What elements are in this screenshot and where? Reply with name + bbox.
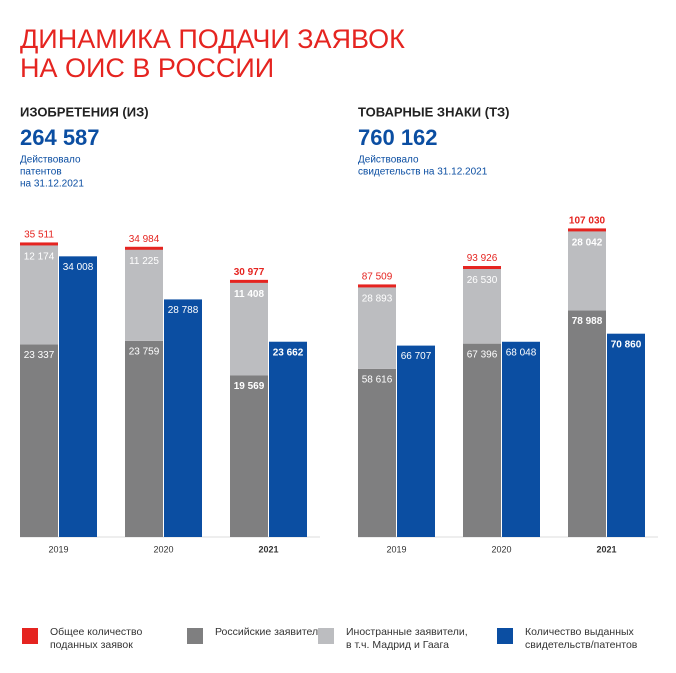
page-title: ДИНАМИКА ПОДАЧИ ЗАЯВОК	[20, 24, 405, 54]
page-title: НА ОИС В РОССИИ	[20, 53, 274, 83]
bar-foreign	[125, 248, 163, 341]
bar-foreign	[568, 229, 606, 311]
bar-issued	[397, 345, 435, 537]
value-label: 68 048	[506, 347, 537, 358]
section-title: ИЗОБРЕТЕНИЯ (ИЗ)	[20, 104, 149, 119]
value-label: 23 337	[24, 350, 55, 361]
bar-issued	[59, 256, 97, 537]
bar-issued	[269, 341, 307, 537]
bar-russian	[568, 310, 606, 537]
x-tick-label: 2021	[596, 544, 616, 554]
legend-label: Российские заявители	[215, 626, 325, 638]
legend-label: Общее количество поданных заявок	[50, 626, 143, 651]
legend-swatch	[497, 628, 513, 644]
legend-label: Иностранные заявители, в т.ч. Мадрид и Г…	[346, 626, 468, 651]
x-tick-label: 2019	[48, 544, 68, 554]
bar-foreign	[463, 267, 501, 344]
total-marker	[463, 266, 501, 270]
caption: свидетельств на 31.12.2021	[358, 167, 488, 178]
value-label: 26 530	[467, 275, 498, 286]
value-label: 11 408	[234, 289, 264, 300]
total-marker	[358, 284, 396, 288]
x-tick-label: 2020	[153, 544, 173, 554]
x-tick-label: 2020	[491, 544, 511, 554]
value-label: 34 008	[63, 262, 94, 273]
total-number: 264 587	[20, 125, 100, 150]
x-tick-label: 2019	[386, 544, 406, 554]
bar-foreign	[20, 243, 58, 345]
bar-russian	[20, 344, 58, 537]
value-label: 23 662	[273, 347, 304, 358]
value-label: 34 984	[129, 234, 160, 245]
legend-swatch	[318, 628, 334, 644]
value-label: 12 174	[24, 252, 55, 263]
caption: на 31.12.2021	[20, 179, 84, 190]
value-label: 19 569	[234, 381, 265, 392]
bar-issued	[607, 333, 645, 537]
value-label: 23 759	[129, 347, 160, 358]
total-marker	[568, 228, 606, 232]
caption: Действовало	[20, 155, 81, 166]
value-label: 28 893	[362, 294, 393, 305]
value-label: 35 511	[24, 230, 54, 241]
total-marker	[20, 242, 58, 246]
value-label: 28 788	[168, 305, 199, 316]
value-label: 87 509	[362, 272, 393, 283]
legend-swatch	[187, 628, 203, 644]
bar-russian	[463, 343, 501, 537]
total-marker	[230, 279, 268, 283]
x-tick-label: 2021	[258, 544, 278, 554]
value-label: 70 860	[611, 339, 642, 350]
bar-foreign	[230, 281, 268, 376]
value-label: 30 977	[234, 267, 265, 278]
bar-russian	[125, 340, 163, 537]
bar-foreign	[358, 285, 396, 369]
bar-russian	[358, 368, 396, 537]
value-label: 93 926	[467, 253, 498, 264]
value-label: 28 042	[572, 238, 603, 249]
bar-issued	[164, 299, 202, 537]
bar-russian	[230, 375, 268, 537]
value-label: 11 225	[129, 256, 159, 267]
value-label: 66 707	[401, 351, 432, 362]
caption: патентов	[20, 167, 62, 178]
caption: Действовало	[358, 155, 419, 166]
total-number: 760 162	[358, 125, 438, 150]
legend-swatch	[22, 628, 38, 644]
value-label: 67 396	[467, 349, 498, 360]
legend-label: Количество выданных свидетельств/патенто…	[525, 626, 638, 651]
bar-issued	[502, 341, 540, 537]
total-marker	[125, 246, 163, 250]
value-label: 78 988	[572, 316, 603, 327]
section-title: ТОВАРНЫЕ ЗНАКИ (ТЗ)	[358, 104, 509, 119]
value-label: 58 616	[362, 374, 393, 385]
value-label: 107 030	[569, 216, 606, 227]
